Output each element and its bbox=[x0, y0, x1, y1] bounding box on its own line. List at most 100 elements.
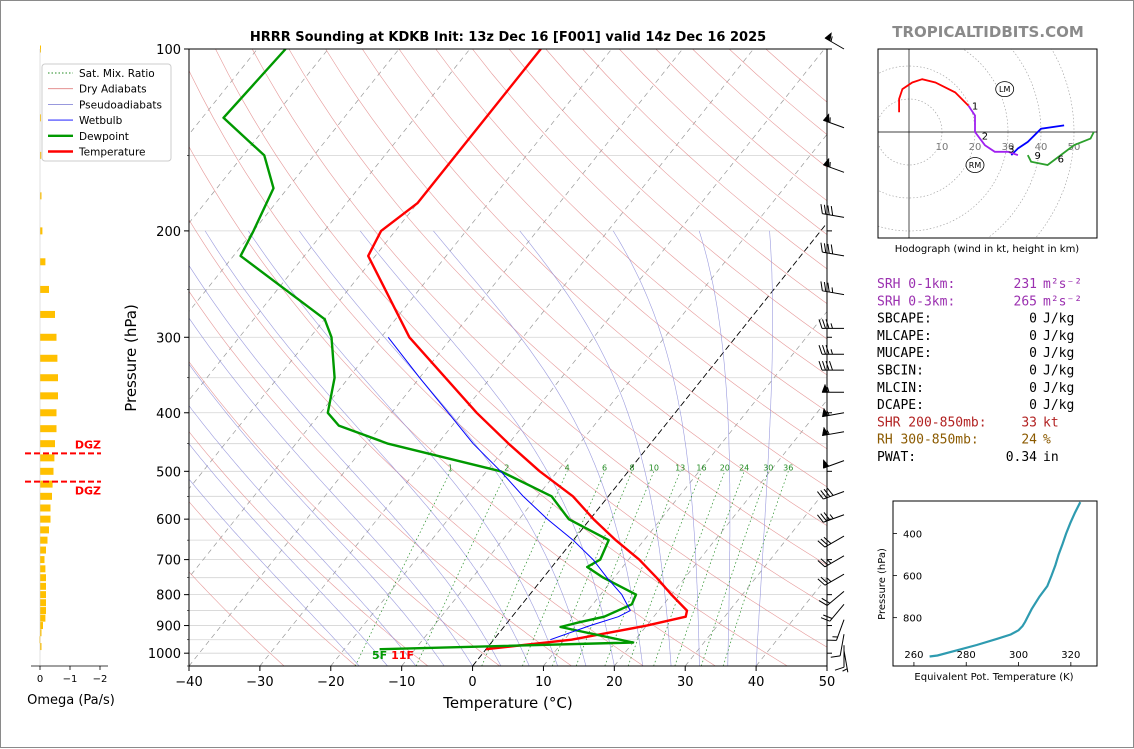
mixing-ratio-label: 36 bbox=[783, 463, 793, 472]
dgz-label: DGZ bbox=[75, 438, 101, 451]
barb-full bbox=[821, 204, 822, 213]
stat-value: 0 bbox=[1029, 364, 1037, 379]
pseudoadiabat-line bbox=[699, 231, 730, 666]
theta-e-x-tick-label: 320 bbox=[1061, 650, 1080, 661]
omega-bar bbox=[40, 556, 45, 563]
storm-motion-label: LM bbox=[999, 85, 1010, 94]
stat-label: SHR 200-850mb: bbox=[877, 415, 987, 430]
barb-full bbox=[835, 667, 844, 670]
y-tick-label: 100 bbox=[156, 43, 181, 58]
wind-barb bbox=[819, 361, 844, 370]
dry-adiabat-line bbox=[106, 49, 644, 666]
mixing-ratio-label: 20 bbox=[720, 463, 730, 472]
hodograph-height-label: 6 bbox=[1058, 154, 1064, 165]
barb-full bbox=[830, 361, 833, 370]
omega-bar bbox=[40, 526, 49, 533]
barb-full bbox=[831, 656, 840, 657]
pseudoadiabat-line bbox=[56, 231, 388, 666]
wind-barb bbox=[818, 536, 844, 547]
hodograph-ring-label: 20 bbox=[969, 142, 982, 153]
omega-bar bbox=[40, 622, 43, 629]
stat-value: 24 bbox=[1021, 433, 1037, 448]
legend-label: Temperature bbox=[78, 147, 146, 159]
x-tick-label: −30 bbox=[246, 675, 273, 690]
wind-barb bbox=[827, 620, 844, 641]
omega-tick-label: −1 bbox=[63, 674, 78, 685]
y-tick-label: 1000 bbox=[148, 647, 181, 662]
y-axis-label: Pressure (hPa) bbox=[122, 304, 140, 412]
theta-e-plot bbox=[930, 502, 1081, 656]
stat-unit: J/kg bbox=[1043, 346, 1074, 361]
barb-full bbox=[828, 205, 829, 214]
omega-bar bbox=[40, 440, 55, 447]
omega-bar bbox=[40, 537, 48, 544]
wind-barb bbox=[821, 243, 844, 256]
barb-half bbox=[831, 36, 832, 41]
theta-e-x-tick-label: 300 bbox=[1009, 650, 1028, 661]
x-tick-label: −20 bbox=[317, 675, 344, 690]
stat-label: PWAT: bbox=[877, 450, 916, 465]
wind-barb bbox=[822, 408, 844, 416]
stat-value: 0 bbox=[1029, 329, 1037, 344]
barb-staff bbox=[840, 634, 844, 656]
wind-barb bbox=[825, 33, 844, 49]
omega-bar bbox=[40, 286, 49, 293]
stat-unit: J/kg bbox=[1043, 398, 1074, 413]
dry-adiabat-line bbox=[399, 49, 1134, 666]
barb-full bbox=[831, 206, 832, 215]
mixing-ratio-label: 30 bbox=[763, 463, 773, 472]
dgz-label: DGZ bbox=[75, 485, 101, 498]
theta-e-y-tick-label: 400 bbox=[903, 530, 922, 541]
legend-label: Wetbulb bbox=[79, 115, 123, 127]
barb-full bbox=[824, 282, 825, 291]
omega-bar bbox=[40, 547, 46, 554]
stat-unit: J/kg bbox=[1043, 329, 1074, 344]
y-tick-label: 800 bbox=[156, 589, 181, 604]
barb-full bbox=[819, 345, 822, 354]
omega-bar bbox=[40, 355, 57, 362]
mixing-ratio-label: 6 bbox=[602, 463, 607, 472]
surface-temp-f: 11F bbox=[391, 649, 414, 662]
omega-bar bbox=[40, 468, 54, 475]
stat-label: DCAPE: bbox=[877, 398, 924, 413]
stat-label: SBCIN: bbox=[877, 364, 924, 379]
mixing-ratio-line bbox=[701, 471, 768, 666]
stat-label: SRH 0-3km: bbox=[877, 294, 955, 309]
x-tick-label: 50 bbox=[819, 675, 836, 690]
stat-label: MUCAPE: bbox=[877, 346, 932, 361]
omega-bar bbox=[40, 227, 42, 234]
mixing-ratio-label: 24 bbox=[739, 463, 749, 472]
barb-full bbox=[831, 245, 832, 254]
theta-e-x-tick-label: 280 bbox=[957, 650, 976, 661]
stat-unit: kt bbox=[1043, 415, 1059, 430]
hodograph-ring-label: 10 bbox=[936, 142, 949, 153]
mixing-ratio-label: 8 bbox=[629, 463, 634, 472]
omega-bar bbox=[40, 392, 58, 399]
barb-half bbox=[827, 560, 831, 564]
x-tick-label: −10 bbox=[388, 675, 415, 690]
stat-unit: J/kg bbox=[1043, 381, 1074, 396]
omega-bar bbox=[40, 583, 46, 590]
stat-unit: % bbox=[1043, 433, 1051, 448]
mixing-ratio-line bbox=[628, 471, 701, 666]
dry-adiabat-line bbox=[252, 49, 931, 666]
isotherm-line bbox=[118, 49, 612, 666]
mixing-ratio-label: 4 bbox=[565, 463, 570, 472]
dry-adiabat-line bbox=[326, 49, 1075, 666]
wind-barb bbox=[823, 460, 844, 469]
omega-bar bbox=[40, 574, 46, 581]
mixing-ratio-label: 13 bbox=[675, 463, 685, 472]
stat-label: MLCIN: bbox=[877, 381, 924, 396]
hodograph-frame bbox=[878, 49, 1097, 238]
omega-bar bbox=[40, 311, 55, 318]
barb-full bbox=[823, 319, 826, 328]
y-tick-label: 600 bbox=[156, 513, 181, 528]
theta-e-x-tick-label: 260 bbox=[904, 650, 923, 661]
x-tick-label: 20 bbox=[606, 675, 623, 690]
omega-bar bbox=[40, 374, 58, 381]
wind-barbs bbox=[817, 33, 847, 673]
barb-flag bbox=[825, 33, 832, 41]
